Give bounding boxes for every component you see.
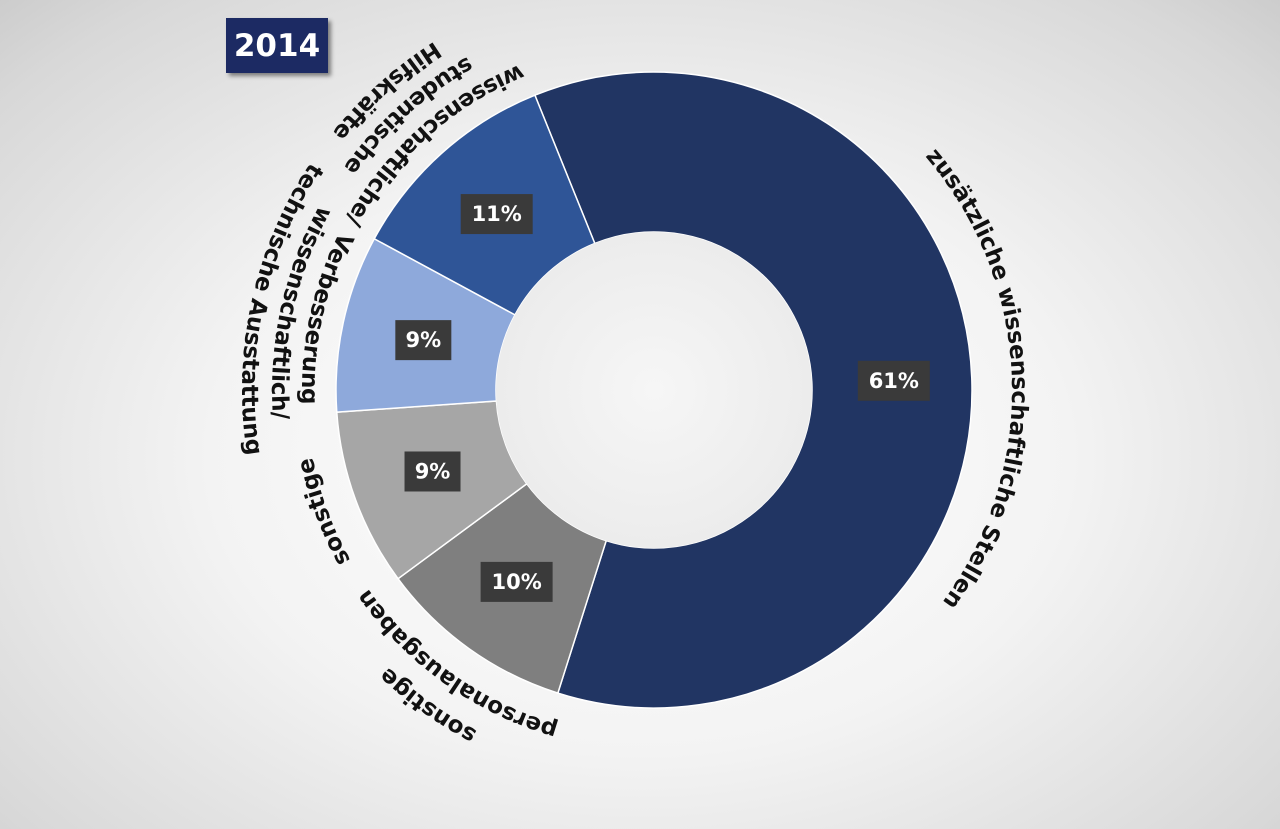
data-label-value: 9% — [415, 459, 451, 483]
data-label-box — [857, 360, 930, 401]
data-labels-group: 61% 10% 9% 9% 11% — [395, 194, 930, 602]
data-label-zusätzliche-wissenschaftliche-stellen: 61% — [857, 360, 930, 401]
data-label-value: 10% — [491, 570, 541, 594]
data-label-verbesserung-wissenschaftlich-technische-ausstattung: 9% — [395, 320, 452, 361]
data-label-value: 11% — [472, 202, 522, 226]
chart-title: 2014 — [226, 18, 328, 73]
data-label-wissenschaftliche-studentische-hilfskräfte: 11% — [460, 194, 533, 235]
data-label-value: 9% — [406, 328, 442, 352]
data-label-box — [395, 320, 452, 361]
data-label-box — [460, 194, 533, 235]
data-label-value: 61% — [869, 369, 919, 393]
data-label-box — [404, 451, 461, 492]
data-label-box — [480, 561, 553, 602]
data-label-sonstige-personalausgaben: 10% — [480, 561, 553, 602]
donut-hole — [496, 232, 812, 548]
data-label-sonstige: 9% — [404, 451, 461, 492]
